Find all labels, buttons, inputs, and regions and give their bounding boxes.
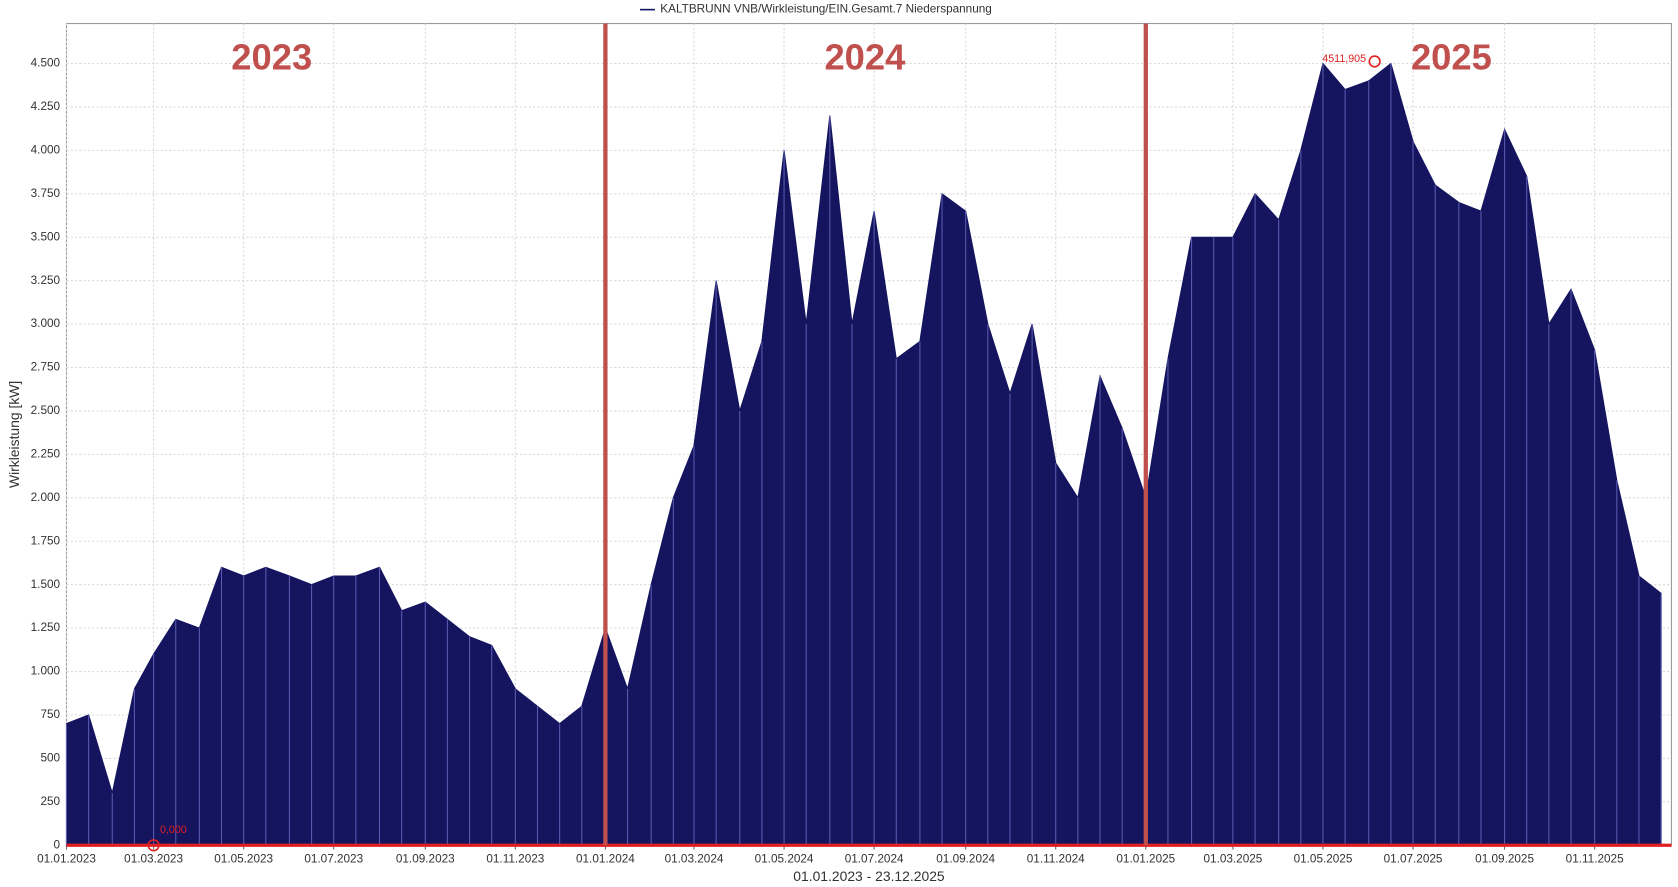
x-tick-label: 01.07.2023 (304, 852, 363, 865)
y-tick-label: 2.000 (31, 491, 61, 504)
x-tick-label: 01.09.2023 (396, 852, 455, 865)
max-marker (1368, 55, 1381, 68)
y-tick-label: 500 (40, 752, 60, 765)
y-tick-label: 1.750 (31, 534, 61, 547)
y-tick-label: 2.250 (31, 447, 61, 460)
min-marker (147, 839, 160, 852)
y-tick-label: 3.500 (31, 230, 61, 243)
max-marker-label: 4511,905 (1322, 53, 1366, 65)
y-tick-label: 3.750 (31, 187, 61, 200)
y-tick-label: 1.000 (31, 665, 61, 678)
x-tick-label: 01.05.2025 (1294, 852, 1353, 865)
x-tick-label: 01.01.2023 (37, 852, 96, 865)
y-tick-label: 2.750 (31, 361, 61, 374)
year-label: 2024 (824, 37, 906, 78)
year-label: 2025 (1411, 37, 1492, 78)
y-tick-label: 2.500 (31, 404, 61, 417)
y-tick-label: 4.250 (31, 100, 61, 113)
x-tick-label: 01.11.2023 (486, 852, 544, 865)
x-tick-label: 01.09.2024 (936, 852, 995, 865)
x-tick-label: 01.11.2024 (1027, 852, 1085, 865)
x-tick-label: 01.07.2024 (845, 852, 904, 865)
y-tick-label: 3.000 (31, 317, 61, 330)
y-tick-label: 1.250 (31, 621, 61, 634)
x-tick-label: 01.05.2024 (755, 852, 814, 865)
min-marker-label: 0,000 (160, 824, 187, 836)
y-tick-label: 750 (40, 708, 60, 721)
year-label: 2023 (231, 37, 312, 78)
x-tick-label: 01.03.2024 (665, 852, 724, 865)
y-tick-label: 3.250 (31, 274, 61, 287)
legend-label: KALTBRUNN VNB/Wirkleistung/EIN.Gesamt.7 … (660, 3, 992, 16)
x-tick-label: 01.05.2023 (214, 852, 273, 865)
x-tick-label: 01.09.2025 (1475, 852, 1534, 865)
x-tick-label: 01.03.2023 (124, 852, 183, 865)
y-axis-label: Wirkleistung [kW] (6, 381, 22, 488)
x-axis-label: 01.01.2023 - 23.12.2025 (793, 868, 945, 884)
area (65, 62, 1662, 846)
y-tick-label: 1.500 (31, 578, 61, 591)
y-tick-label: 250 (40, 795, 60, 808)
x-tick-label: 01.03.2025 (1204, 852, 1263, 865)
y-tick-label: 4.500 (31, 57, 61, 70)
x-tick-label: 01.11.2025 (1566, 852, 1624, 865)
y-tick-label: 0 (54, 838, 61, 851)
x-tick-label: 01.01.2024 (576, 852, 635, 865)
x-tick-label: 01.07.2025 (1384, 852, 1443, 865)
y-tick-label: 4.000 (31, 143, 61, 156)
x-tick-label: 01.01.2025 (1116, 852, 1175, 865)
